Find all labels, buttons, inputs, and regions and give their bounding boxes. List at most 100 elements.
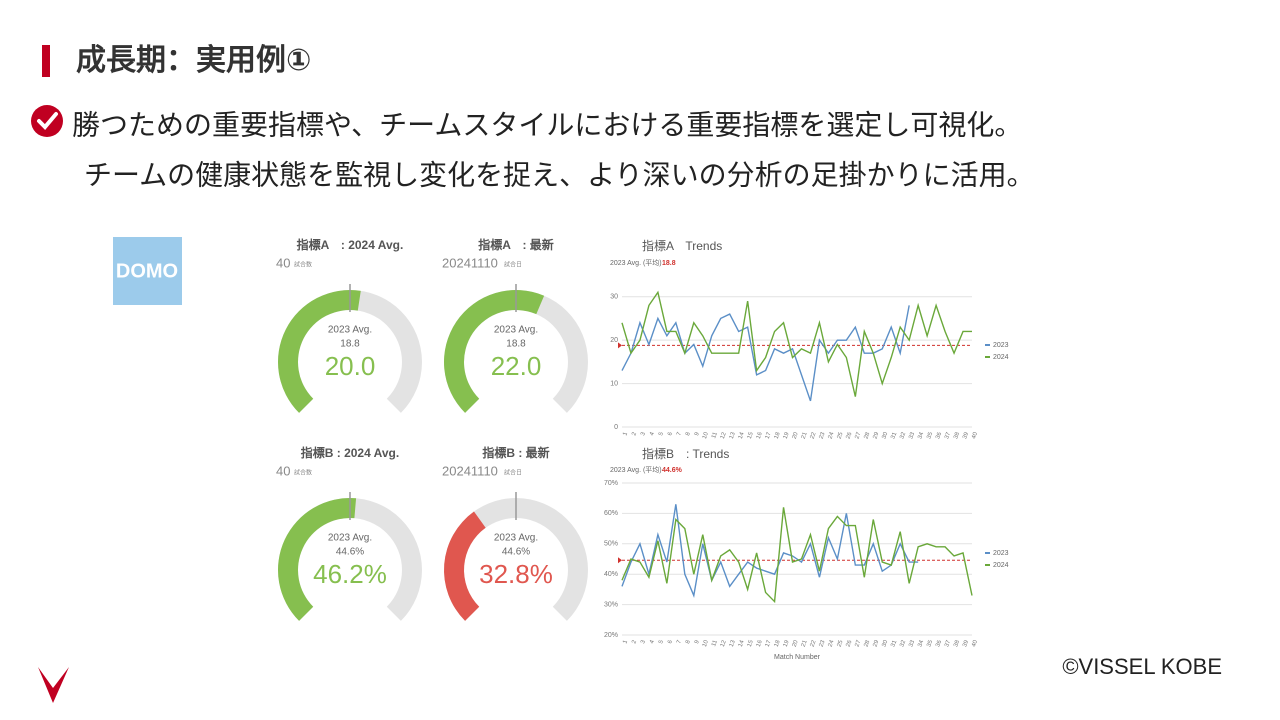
x-tick-label: 8 [685,431,692,437]
x-tick-label: 13 [729,431,737,440]
x-tick-label: 12 [720,431,728,440]
legend-label: 2024 [993,562,1009,569]
gauge-count-unit: 試合数 [294,261,312,269]
gauge-date: 20241110 [442,255,498,270]
x-tick-label: 10 [702,639,710,648]
x-tick-label: 18 [774,639,782,648]
x-tick-label: 39 [962,431,970,440]
gauge-avg: 18.8 [340,339,360,350]
x-tick-label: 22 [810,639,818,648]
x-tick-label: 31 [890,639,898,648]
x-tick-label: 40 [971,431,979,440]
x-tick-label: 16 [756,431,764,440]
x-tick-label: 20 [792,431,800,440]
x-axis-label: Match Number [774,654,821,661]
check-icon [31,105,63,137]
x-tick-label: 35 [926,431,934,440]
x-tick-label: 22 [810,431,818,440]
x-tick-label: 14 [738,431,746,440]
x-tick-label: 18 [774,431,782,440]
gauge-fill [278,290,361,413]
x-tick-label: 13 [729,639,737,648]
x-tick-label: 24 [828,639,836,648]
gauge-avg-label: 2023 Avg. [328,533,372,544]
x-tick-label: 33 [908,431,916,440]
chart-subtitle: 2023 Avg. (平均) [610,258,662,267]
legend-label: 2023 [993,342,1009,349]
y-tick-label: 70% [604,480,618,487]
x-tick-label: 23 [819,431,827,440]
x-tick-label: 29 [872,431,880,440]
x-tick-label: 10 [702,431,710,440]
series-line [621,305,910,402]
x-tick-label: 8 [685,639,692,645]
y-tick-label: 50% [604,541,618,548]
x-tick-label: 2 [631,431,638,437]
x-tick-label: 36 [935,431,943,440]
x-tick-label: 28 [864,639,872,648]
x-tick-label: 23 [819,639,827,648]
x-tick-label: 25 [837,431,845,440]
x-tick-label: 9 [694,639,701,645]
x-tick-label: 36 [935,639,943,648]
gauge-title: 指標A : 最新 [478,237,554,252]
x-tick-label: 6 [667,431,674,437]
y-tick-label: 10 [610,380,618,387]
x-tick-label: 6 [667,639,674,645]
series-line [621,290,972,397]
x-tick-label: 34 [917,431,925,440]
x-tick-label: 26 [846,639,854,648]
chart-avg-label: 18.8 [662,260,676,267]
chart-title: 指標B : Trends [642,446,729,461]
series-line [621,504,919,598]
x-tick-label: 12 [720,639,728,648]
x-tick-label: 38 [953,431,961,440]
gauge-count: 40 [276,463,290,478]
gauge-title: 指標B : 最新 [482,445,549,460]
x-tick-label: 14 [738,639,746,648]
x-tick-label: 4 [649,431,656,437]
gauge-title: 指標A : 2024 Avg. [297,237,404,252]
x-tick-label: 17 [765,639,773,648]
y-tick-label: 30 [610,294,618,301]
gauge-avg-label: 2023 Avg. [328,325,372,336]
x-tick-label: 19 [783,639,791,648]
x-tick-label: 15 [747,431,755,440]
x-tick-label: 30 [881,639,889,648]
x-tick-label: 3 [640,431,647,437]
x-tick-label: 11 [711,639,719,648]
gauge-avg: 44.6% [336,547,364,558]
x-tick-label: 34 [917,639,925,648]
gauge-date: 20241110 [442,463,498,478]
chart-avg-label: 44.6% [662,467,683,474]
logo-box [113,237,182,305]
x-tick-label: 5 [658,431,665,437]
logo-text: DOMO [116,260,178,282]
gauge-fill [443,511,486,621]
x-tick-label: 33 [908,639,916,648]
x-tick-label: 25 [837,639,845,648]
y-tick-label: 40% [604,571,618,578]
x-tick-label: 15 [747,639,755,648]
gauge-date-unit: 試合日 [504,261,522,269]
x-tick-label: 1 [622,639,629,645]
x-tick-label: 30 [881,431,889,440]
x-tick-label: 24 [828,431,836,440]
x-tick-label: 29 [872,639,880,648]
x-tick-label: 7 [676,639,683,645]
x-tick-label: 20 [792,639,800,648]
legend-label: 2023 [993,550,1009,557]
x-tick-label: 31 [890,431,898,440]
x-tick-label: 40 [971,639,979,648]
x-tick-label: 7 [676,431,683,437]
copyright: ©VISSEL KOBE [1062,654,1222,679]
x-tick-label: 28 [864,431,872,440]
gauge-count-unit: 試合数 [294,469,312,477]
chart-subtitle: 2023 Avg. (平均) [610,465,662,474]
gauge-value: 20.0 [325,351,376,381]
x-tick-label: 26 [846,431,854,440]
y-tick-label: 30% [604,601,618,608]
avg-marker [618,557,622,564]
check-mark [37,112,58,130]
